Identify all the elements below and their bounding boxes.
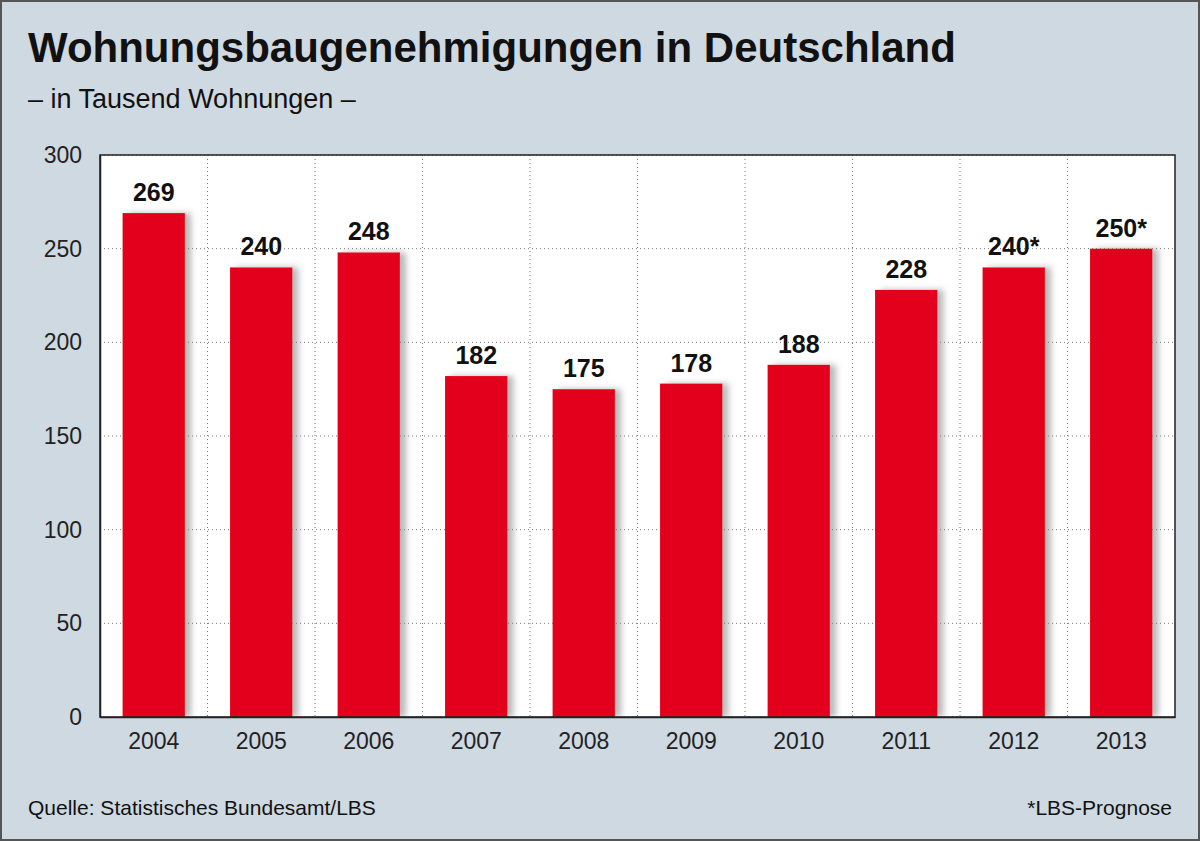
bar — [123, 213, 185, 717]
title: Wohnungsbaugenehmigungen in Deutschland — [28, 24, 956, 71]
chart: Wohnungsbaugenehmigungen in Deutschland –… — [0, 0, 1200, 841]
x-tick: 2012 — [988, 717, 1039, 754]
data-label: 240* — [988, 232, 1040, 260]
grid-line-vertical — [960, 155, 961, 717]
grid-line-vertical — [1067, 155, 1068, 717]
x-axis-line — [101, 717, 1176, 719]
grid-line-vertical — [315, 155, 316, 717]
y-tick: 250 — [44, 236, 100, 262]
x-tick: 2013 — [1096, 717, 1147, 754]
bars — [123, 213, 1153, 717]
y-tick: 50 — [56, 610, 100, 636]
plot-area — [100, 155, 1175, 717]
background — [1, 1, 1199, 840]
grid-line-vertical — [422, 155, 423, 717]
data-label: 248 — [348, 217, 390, 245]
x-tick: 2010 — [773, 717, 824, 754]
data-label: 188 — [778, 330, 820, 358]
y-tick: 0 — [69, 704, 100, 730]
bar — [445, 376, 507, 717]
data-label: 240 — [240, 232, 282, 260]
x-tick-label: 2012 — [988, 728, 1039, 754]
bar — [983, 267, 1045, 717]
y-tick-label: 0 — [69, 704, 82, 730]
bar — [660, 384, 722, 717]
x-tick-label: 2011 — [882, 728, 931, 754]
data-label: 250* — [1096, 214, 1148, 242]
data-label: 175 — [563, 354, 605, 382]
data-label: 228 — [885, 255, 927, 283]
y-tick: 100 — [44, 517, 100, 543]
x-tick: 2011 — [882, 717, 931, 754]
bar — [768, 365, 830, 717]
footnote: *LBS-Prognose — [1027, 796, 1172, 819]
x-tick-label: 2005 — [236, 728, 287, 754]
y-tick: 200 — [44, 329, 100, 355]
y-tick-label: 300 — [44, 142, 82, 168]
grid-line-vertical — [637, 155, 638, 717]
y-tick-label: 50 — [56, 610, 82, 636]
x-tick-label: 2008 — [558, 728, 609, 754]
x-tick-label: 2009 — [666, 728, 717, 754]
y-tick-label: 100 — [44, 517, 82, 543]
subtitle: – in Tausend Wohnungen – — [28, 84, 356, 114]
x-tick: 2006 — [343, 717, 394, 754]
x-tick-label: 2004 — [128, 728, 179, 754]
data-label: 178 — [670, 349, 712, 377]
x-tick-label: 2013 — [1096, 728, 1147, 754]
y-tick: 150 — [44, 423, 100, 449]
x-tick: 2009 — [666, 717, 717, 754]
grid-line-vertical — [207, 155, 208, 717]
bar — [230, 267, 292, 717]
x-tick: 2008 — [558, 717, 609, 754]
grid-line-vertical — [530, 155, 531, 717]
x-tick-label: 2007 — [451, 728, 502, 754]
bar — [875, 290, 937, 717]
plot: 0501001502002503002004200520062007200820… — [44, 142, 1176, 754]
x-tick-label: 2006 — [343, 728, 394, 754]
bar — [553, 389, 615, 717]
x-axis: 2004 2005 2006 2007 2008 2009 2010 2011 2012 2013 — [101, 717, 1176, 754]
y-tick-label: 150 — [44, 423, 82, 449]
data-labels: 269 240 248 182 175 178 188 228 240* 250* — [133, 178, 1147, 382]
y-tick: 300 — [44, 142, 100, 168]
plot-frame — [100, 155, 1175, 717]
x-tick: 2007 — [451, 717, 502, 754]
grid — [100, 155, 1175, 717]
x-tick-label: 2010 — [773, 728, 824, 754]
y-axis: 0 50 100 150 200 250 300 — [44, 142, 101, 730]
x-tick: 2004 — [128, 717, 179, 754]
source: Quelle: Statistisches Bundesamt/LBS — [28, 796, 376, 819]
x-tick: 2005 — [236, 717, 287, 754]
data-label: 182 — [455, 341, 497, 369]
y-tick-label: 200 — [44, 329, 82, 355]
grid-line-vertical — [745, 155, 746, 717]
bar — [1090, 249, 1152, 717]
y-tick-label: 250 — [44, 236, 82, 262]
bar — [338, 252, 400, 717]
y-axis-line — [100, 156, 102, 718]
data-label: 269 — [133, 178, 175, 206]
grid-line-vertical — [852, 155, 853, 717]
